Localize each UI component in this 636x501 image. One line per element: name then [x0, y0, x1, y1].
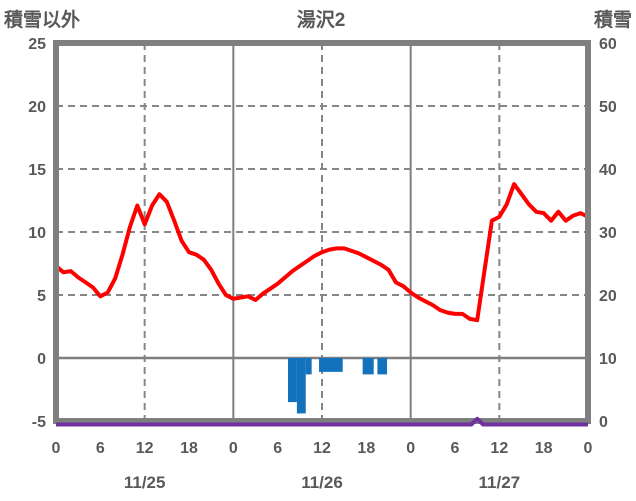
- right-axis-tick: 60: [599, 36, 617, 53]
- right-axis-tick: 10: [599, 351, 617, 368]
- snowfall-bar: [377, 358, 388, 375]
- date-label: 11/27: [479, 473, 521, 492]
- hour-tick-label: 6: [96, 440, 105, 457]
- snowfall-bars-series: [288, 358, 388, 414]
- right-axis-tick: 50: [599, 99, 617, 116]
- snowfall-bar: [288, 358, 297, 403]
- right-axis-title: 積雪: [594, 8, 632, 31]
- left-axis-tick: 0: [37, 351, 46, 368]
- hour-tick-label: 0: [584, 440, 593, 457]
- right-axis-tick: 30: [599, 225, 617, 242]
- hour-tick-label: 18: [357, 440, 375, 457]
- right-axis-tick: 40: [599, 162, 617, 179]
- left-axis-tick: 15: [28, 162, 46, 179]
- hour-tick-label: 6: [273, 440, 282, 457]
- left-axis-tick: 25: [28, 36, 46, 53]
- hour-tick-label: 12: [136, 440, 154, 457]
- left-axis-tick: 5: [37, 288, 46, 305]
- hour-tick-label: 12: [490, 440, 508, 457]
- snow-depth-series: [56, 416, 588, 427]
- left-axis-title: 積雪以外: [4, 8, 80, 31]
- hour-tick-label: 0: [52, 440, 61, 457]
- hour-tick-label: 0: [406, 440, 415, 457]
- hour-tick-label: 6: [451, 440, 460, 457]
- snowfall-bar: [319, 358, 343, 372]
- plot-border: [53, 40, 591, 424]
- left-axis-tick: 20: [28, 99, 46, 116]
- hour-tick-label: 0: [229, 440, 238, 457]
- chart-title: 湯沢2: [297, 8, 346, 31]
- hour-tick-label: 12: [313, 440, 331, 457]
- right-axis-tick: 20: [599, 288, 617, 305]
- left-axis-tick: 10: [28, 225, 46, 242]
- date-label: 11/25: [124, 473, 166, 492]
- main-line-path: [54, 182, 590, 323]
- hour-tick-label: 18: [535, 440, 553, 457]
- snow-depth-path: [56, 416, 588, 427]
- right-axis-tick: 0: [599, 414, 608, 431]
- snowfall-bar: [362, 358, 374, 375]
- left-axis-tick: -5: [32, 414, 46, 431]
- hour-tick-label: 18: [180, 440, 198, 457]
- main-line-series: [54, 182, 590, 323]
- date-label: 11/26: [301, 473, 343, 492]
- snowfall-bar: [296, 358, 306, 414]
- snowfall-bar: [305, 358, 312, 375]
- gridlines: [56, 43, 588, 421]
- plot-frame: [53, 40, 591, 424]
